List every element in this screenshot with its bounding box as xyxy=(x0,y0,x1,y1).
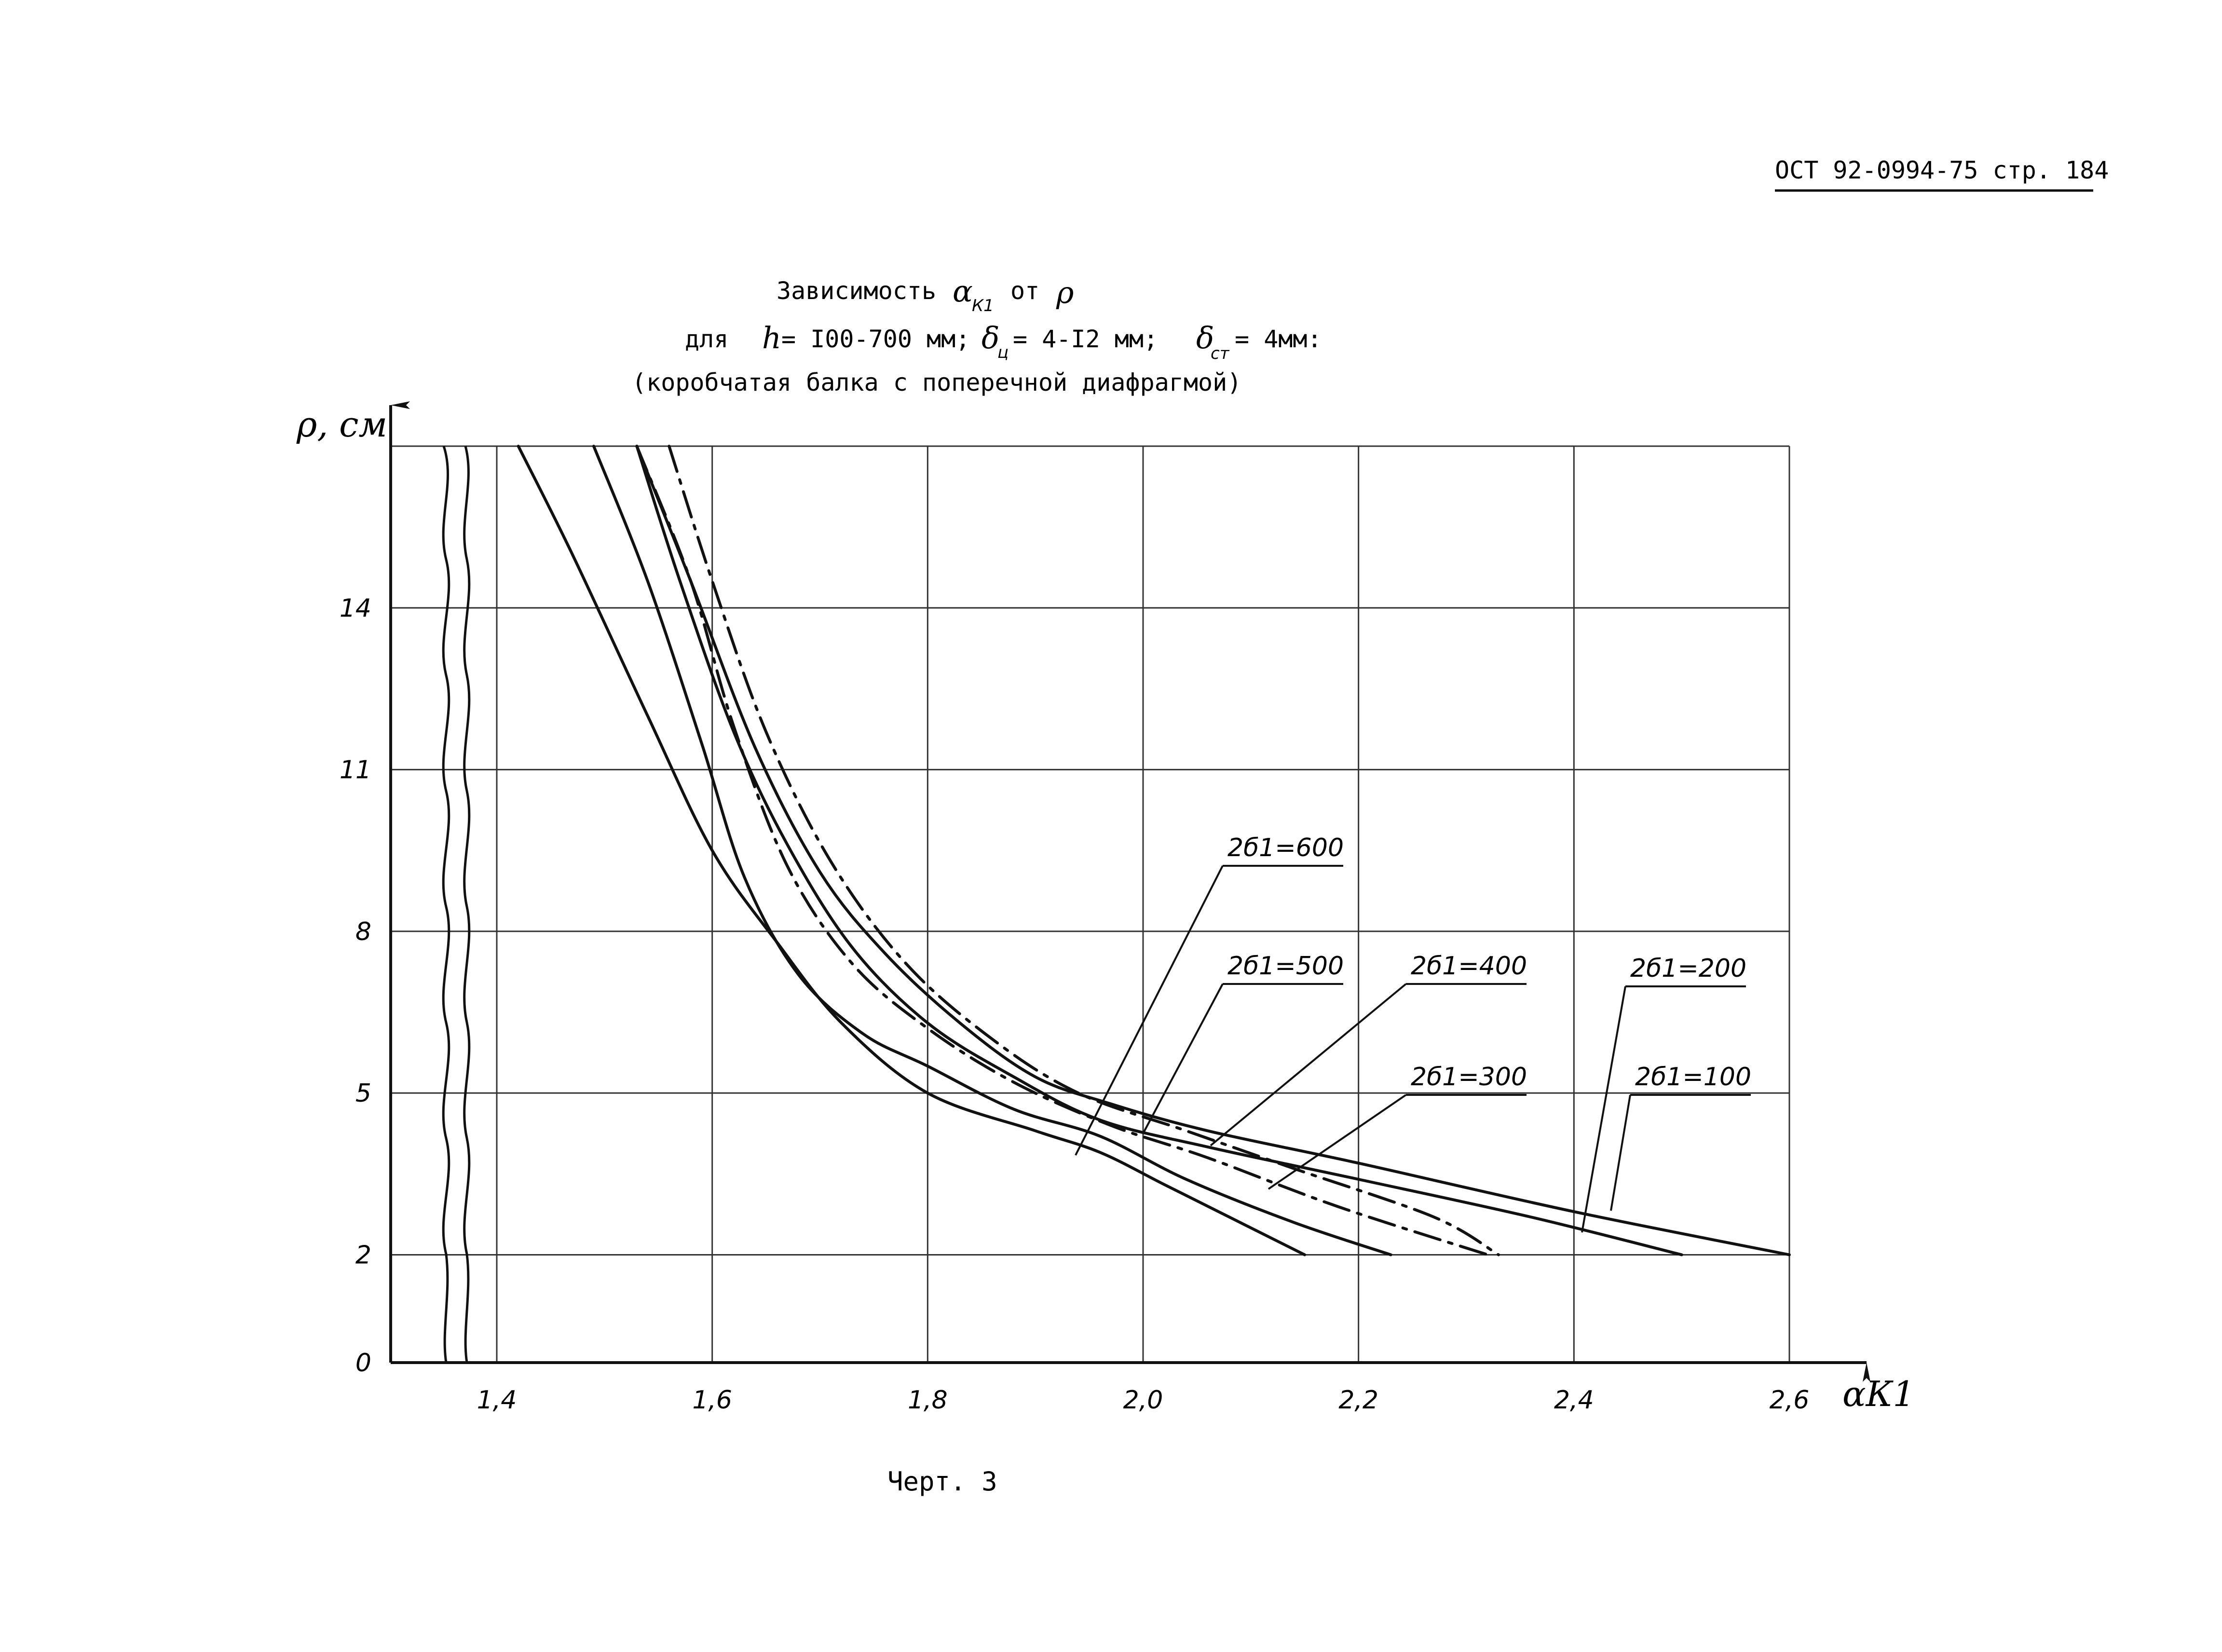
x-tick-labels: 1,4 1,6 1,8 2,0 2,2 2,4 2,6 xyxy=(477,1386,1810,1415)
grid xyxy=(391,445,1790,1363)
series-line-2 xyxy=(592,445,1392,1256)
y-axis-label-text: ρ, см xyxy=(296,404,387,445)
x-tick-label: 2,4 xyxy=(1554,1386,1594,1415)
chart-title: Зависимость α К1 от ρ для h = I00-700 мм… xyxy=(632,273,1322,396)
x-axis-label: αК1 xyxy=(1842,1374,1915,1414)
x-tick-label: 1,8 xyxy=(908,1386,948,1415)
curve-label-text: 2б1=500 xyxy=(1227,952,1344,981)
title-middle: от xyxy=(1010,277,1039,305)
y-tick-label: 14 xyxy=(340,594,371,623)
y-tick-label: 5 xyxy=(355,1079,371,1108)
x-tick-label: 2,2 xyxy=(1338,1386,1378,1415)
title-line2-prefix: для xyxy=(685,325,728,353)
series-group xyxy=(517,445,1791,1256)
x-tick-label: 1,6 xyxy=(692,1386,732,1415)
title-line3: (коробчатая балка с поперечной диафрагмо… xyxy=(632,369,1241,396)
x-tick-label: 2,0 xyxy=(1123,1386,1163,1415)
title-delta-c-sub: ц xyxy=(997,343,1009,362)
curve-label-text: 2б1=400 xyxy=(1411,952,1527,981)
title-alpha-sub: К1 xyxy=(972,296,994,315)
title-delta-c-value: = 4-I2 мм; xyxy=(1013,325,1158,353)
figure-caption: Черт. 3 xyxy=(887,1466,997,1497)
series-line-5 xyxy=(635,445,1683,1256)
y-tick-label: 2 xyxy=(355,1241,371,1270)
curve-label-4: 2б1=300 xyxy=(1268,1063,1527,1190)
title-delta-st-sub: ст xyxy=(1211,344,1230,363)
series-line-4 xyxy=(668,445,1500,1256)
curve-labels: 2б1=600 2б1=500 2б1=400 2б1=300 2б1=200 2б1=1… xyxy=(1075,833,1751,1233)
title-delta-c: δ xyxy=(981,320,999,355)
y-tick-labels: 0 2 5 8 11 14 xyxy=(340,594,371,1378)
curve-label-text: 2б1=200 xyxy=(1630,954,1746,983)
y-axis-label: ρ, см xyxy=(296,404,387,445)
curve-label-1: 2б1=600 xyxy=(1075,833,1344,1156)
title-prefix: Зависимость xyxy=(777,277,936,305)
curve-label-leader xyxy=(1581,986,1626,1233)
doc-header: ОСТ 92-0994-75 стр. 184 xyxy=(1775,156,2109,184)
y-tick-label: 11 xyxy=(340,756,371,785)
title-delta-st-value: = 4мм: xyxy=(1235,325,1322,353)
title-rho: ρ xyxy=(1056,275,1074,310)
series-line-6 xyxy=(635,445,1791,1256)
curve-label-leader xyxy=(1268,1094,1407,1190)
curve-label-text: 2б1=100 xyxy=(1635,1063,1751,1092)
curve-label-5: 2б1=200 xyxy=(1581,954,1746,1233)
axis-break-right xyxy=(463,446,471,1363)
curve-label-leader xyxy=(1075,865,1224,1156)
x-axis-label-text: αК1 xyxy=(1842,1374,1915,1414)
x-tick-label: 1,4 xyxy=(477,1386,517,1415)
curve-label-leader xyxy=(1142,983,1224,1134)
curve-label-3: 2б1=400 xyxy=(1210,952,1527,1147)
curve-label-text: 2б1=300 xyxy=(1411,1063,1527,1092)
y-tick-label: 8 xyxy=(355,917,371,946)
axis-break-left xyxy=(442,446,450,1363)
curve-label-6: 2б1=100 xyxy=(1610,1063,1751,1211)
title-h-value: = I00-700 мм; xyxy=(781,325,970,353)
title-delta-st: δ xyxy=(1196,320,1214,355)
x-tick-label: 2,6 xyxy=(1770,1386,1810,1415)
curve-label-2: 2б1=500 xyxy=(1142,952,1344,1134)
curve-label-leader xyxy=(1610,1094,1631,1211)
title-h-symbol: h xyxy=(762,320,781,355)
title-alpha: α xyxy=(953,273,973,309)
curve-label-text: 2б1=600 xyxy=(1227,833,1344,862)
curve-label-leader xyxy=(1210,983,1407,1147)
y-tick-label: 0 xyxy=(355,1349,371,1378)
series-line-3 xyxy=(635,445,1489,1256)
series-line-1 xyxy=(517,445,1306,1256)
